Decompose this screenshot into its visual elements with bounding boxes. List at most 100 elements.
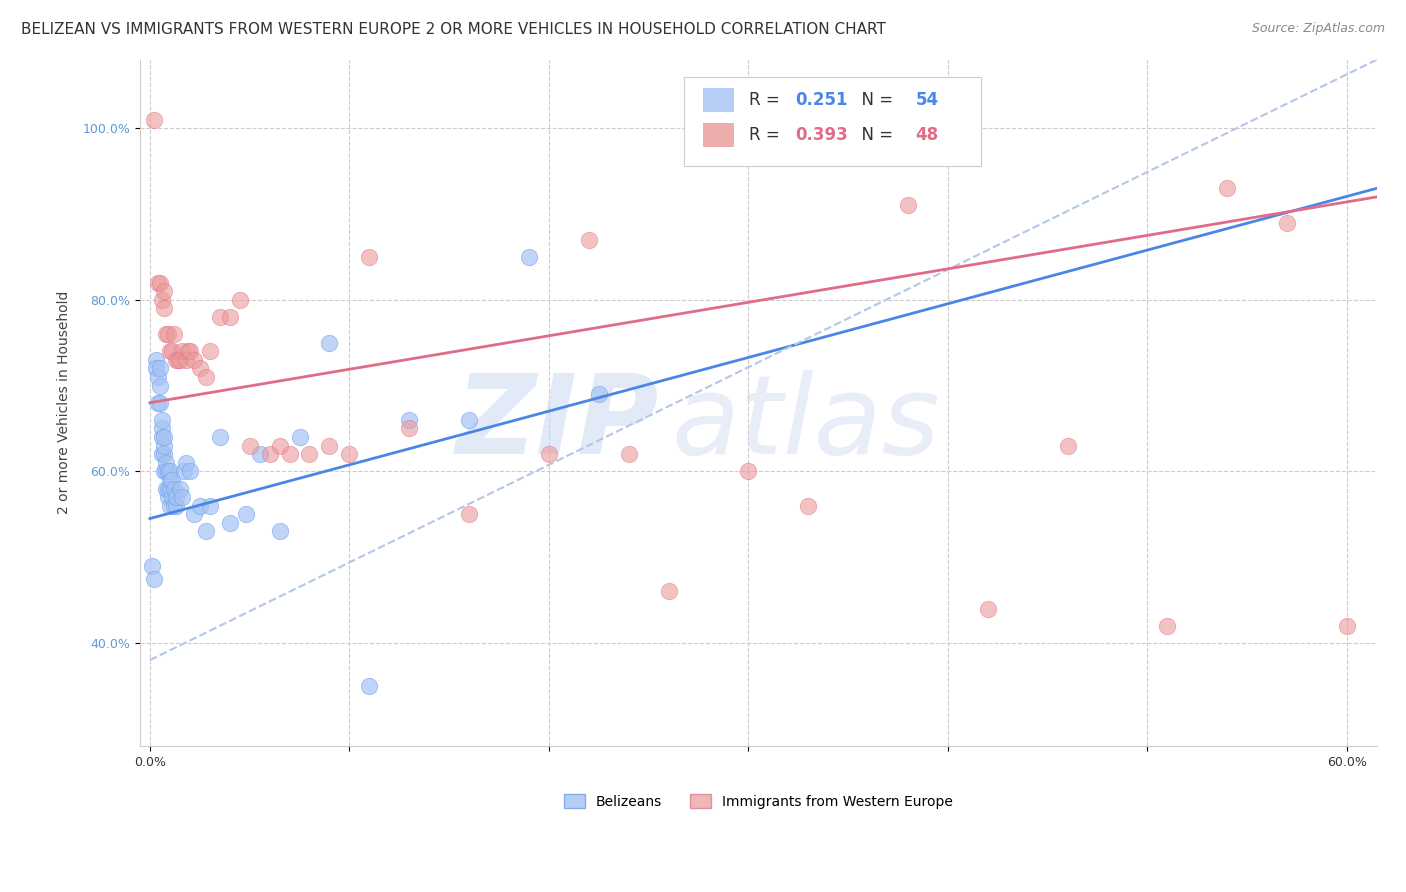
Point (163, 499, 186, 513)
Point (1275, 216, 1298, 230)
Point (174, 352, 197, 367)
Point (458, 508, 481, 522)
Point (198, 499, 221, 513)
Point (169, 352, 191, 367)
Point (165, 499, 187, 513)
Point (142, 112, 165, 127)
Point (458, 413, 481, 427)
Point (149, 276, 172, 290)
Y-axis label: 2 or more Vehicles in Household: 2 or more Vehicles in Household (58, 291, 72, 515)
Point (155, 456, 177, 470)
Point (146, 370, 169, 384)
Point (153, 430, 176, 444)
Text: R =: R = (748, 126, 785, 145)
Point (163, 482, 186, 496)
Point (156, 490, 179, 504)
Point (398, 413, 420, 427)
Point (269, 524, 291, 539)
Text: 0.251: 0.251 (796, 91, 848, 109)
Point (142, 572, 165, 586)
Point (218, 516, 240, 530)
Text: Source: ZipAtlas.com: Source: ZipAtlas.com (1251, 22, 1385, 36)
Point (159, 499, 181, 513)
Point (179, 344, 201, 359)
Point (150, 430, 173, 444)
Point (588, 387, 610, 401)
Point (1336, 619, 1358, 633)
Point (165, 352, 187, 367)
Point (183, 352, 205, 367)
Text: 48: 48 (915, 126, 939, 145)
Point (159, 344, 181, 359)
Text: atlas: atlas (672, 370, 941, 477)
Point (150, 293, 173, 307)
Point (159, 473, 181, 487)
Point (897, 198, 920, 212)
Point (159, 482, 181, 496)
Point (153, 284, 176, 298)
FancyBboxPatch shape (685, 77, 981, 166)
Point (160, 473, 183, 487)
Text: N =: N = (851, 91, 898, 109)
Point (179, 464, 201, 478)
Point (146, 395, 169, 409)
Point (249, 447, 271, 461)
Point (188, 499, 211, 513)
FancyBboxPatch shape (703, 123, 734, 147)
Point (165, 490, 187, 504)
Legend: Belizeans, Immigrants from Western Europe: Belizeans, Immigrants from Western Europ… (558, 789, 959, 814)
Point (153, 439, 176, 453)
Text: 0.393: 0.393 (796, 126, 848, 145)
Point (177, 344, 200, 359)
Point (146, 276, 169, 290)
Point (160, 344, 183, 359)
Point (318, 335, 340, 350)
Point (194, 370, 217, 384)
Point (359, 250, 381, 264)
Point (737, 464, 759, 478)
Point (174, 456, 197, 470)
Point (145, 361, 167, 376)
Point (318, 439, 340, 453)
Point (170, 344, 193, 359)
Point (208, 430, 231, 444)
Point (208, 310, 231, 324)
Point (228, 293, 250, 307)
Text: 54: 54 (915, 91, 939, 109)
Point (153, 301, 176, 316)
Point (239, 439, 262, 453)
Point (617, 447, 640, 461)
Point (359, 679, 381, 693)
Point (194, 524, 217, 539)
Point (259, 447, 281, 461)
Point (145, 352, 167, 367)
Point (155, 464, 177, 478)
Point (298, 447, 321, 461)
Point (166, 352, 188, 367)
Point (156, 327, 179, 342)
Point (156, 482, 179, 496)
Point (1216, 181, 1239, 195)
FancyBboxPatch shape (703, 87, 734, 112)
Point (141, 558, 163, 573)
Point (578, 233, 600, 247)
Point (150, 447, 173, 461)
Point (288, 430, 311, 444)
Point (269, 439, 291, 453)
Point (153, 464, 176, 478)
Point (150, 421, 173, 435)
Point (155, 482, 177, 496)
Point (149, 361, 172, 376)
Text: ZIP: ZIP (456, 370, 659, 477)
Text: N =: N = (851, 126, 898, 145)
Point (170, 490, 193, 504)
Text: R =: R = (748, 91, 785, 109)
Point (159, 464, 181, 478)
Point (977, 601, 1000, 615)
Point (173, 464, 195, 478)
Point (160, 490, 183, 504)
Point (1056, 439, 1078, 453)
Point (337, 447, 360, 461)
Point (218, 310, 240, 324)
Point (156, 464, 179, 478)
